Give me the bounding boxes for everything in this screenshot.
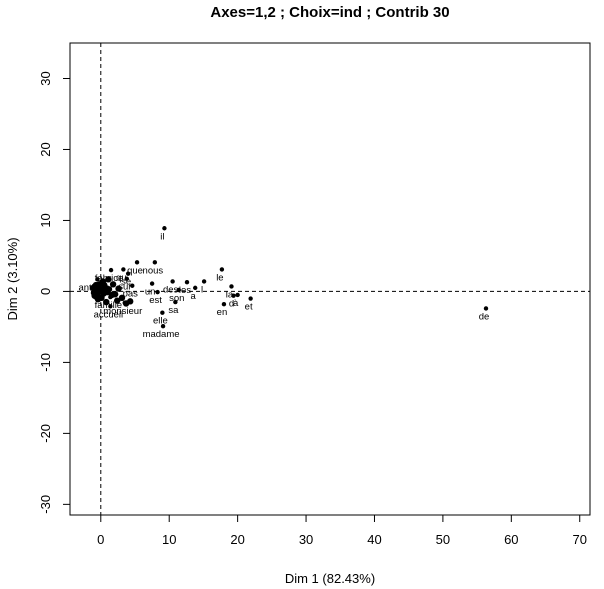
data-point bbox=[162, 226, 167, 231]
point-label: il bbox=[160, 231, 164, 242]
x-axis: 0 10 20 30 40 50 60 70 bbox=[97, 514, 587, 547]
point-label: nous bbox=[143, 265, 164, 276]
data-point bbox=[108, 294, 113, 300]
y-axis: -30 -20 -10 0 10 20 30 bbox=[38, 71, 71, 514]
data-point bbox=[221, 301, 227, 307]
data-point bbox=[149, 281, 155, 286]
point-label: famille bbox=[95, 300, 122, 311]
data-point bbox=[125, 271, 131, 276]
point-label: en bbox=[217, 307, 228, 318]
point-label: pas bbox=[123, 289, 139, 300]
point-label: sa bbox=[168, 305, 179, 316]
data-point bbox=[122, 300, 127, 305]
data-point bbox=[127, 298, 134, 305]
point-label: elle bbox=[153, 316, 168, 327]
point-label: l bbox=[201, 284, 203, 295]
data-point bbox=[103, 298, 110, 306]
data-point bbox=[231, 293, 236, 298]
y-axis-label: Dim 2 (3.10%) bbox=[5, 237, 20, 320]
data-points bbox=[90, 226, 489, 329]
data-point bbox=[109, 281, 117, 288]
point-label: est bbox=[149, 295, 162, 306]
data-point bbox=[170, 279, 175, 284]
y-tick-label: -30 bbox=[38, 495, 53, 514]
point-label: un bbox=[145, 287, 156, 298]
data-point bbox=[111, 291, 119, 298]
data-point bbox=[108, 304, 113, 309]
data-point bbox=[105, 276, 112, 283]
point-label: les bbox=[179, 285, 191, 296]
x-tick-label: 0 bbox=[97, 532, 104, 547]
point-label: et bbox=[245, 302, 253, 313]
data-point bbox=[152, 260, 158, 265]
point-label: sur bbox=[118, 282, 131, 293]
data-point bbox=[115, 285, 122, 292]
data-point bbox=[483, 306, 489, 311]
data-point bbox=[184, 279, 190, 285]
data-point bbox=[90, 284, 97, 292]
x-tick-label: 60 bbox=[504, 532, 518, 547]
data-point bbox=[155, 289, 160, 295]
y-tick-label: 10 bbox=[38, 213, 53, 227]
data-point bbox=[96, 288, 104, 295]
data-point bbox=[124, 276, 129, 281]
y-tick-label: 30 bbox=[38, 71, 53, 85]
point-label: madame bbox=[143, 329, 180, 340]
point-label: son bbox=[169, 293, 184, 304]
chart-title: Axes=1,2 ; Choix=ind ; Contrib 30 bbox=[210, 4, 449, 21]
point-label: la bbox=[226, 289, 234, 300]
data-point bbox=[134, 260, 140, 265]
point-label: accueil bbox=[94, 309, 124, 320]
data-point bbox=[160, 324, 166, 329]
data-point bbox=[219, 267, 225, 272]
data-point bbox=[160, 310, 165, 315]
point-label: des bbox=[163, 284, 179, 295]
data-point bbox=[130, 283, 135, 288]
data-point bbox=[99, 278, 107, 285]
point-label: que bbox=[127, 265, 143, 276]
data-point bbox=[95, 277, 100, 282]
x-axis-label: Dim 1 (82.43%) bbox=[285, 571, 375, 586]
y-tick-label: 20 bbox=[38, 142, 53, 156]
data-point bbox=[105, 286, 113, 293]
data-point bbox=[235, 292, 240, 298]
data-point bbox=[173, 299, 178, 305]
point-label: d bbox=[229, 299, 234, 310]
x-tick-label: 50 bbox=[436, 532, 450, 547]
data-point bbox=[121, 267, 126, 272]
data-point bbox=[114, 297, 121, 304]
data-point bbox=[108, 267, 114, 273]
x-tick-label: 70 bbox=[573, 532, 587, 547]
data-point bbox=[193, 285, 198, 291]
y-tick-label: 0 bbox=[38, 288, 53, 295]
data-point bbox=[201, 279, 207, 284]
data-point bbox=[248, 296, 253, 301]
point-label: anthony bbox=[78, 282, 112, 293]
point-label: se bbox=[121, 277, 131, 288]
x-tick-label: 20 bbox=[230, 532, 244, 547]
y-tick-label: -10 bbox=[38, 353, 53, 372]
point-label: monsieur bbox=[103, 306, 142, 317]
point-label: fabrice bbox=[95, 273, 124, 284]
point-label: qu bbox=[116, 272, 127, 283]
plot-frame bbox=[69, 42, 591, 516]
data-point bbox=[229, 284, 234, 289]
point-label: le bbox=[216, 272, 223, 283]
x-tick-label: 40 bbox=[367, 532, 381, 547]
x-tick-label: 30 bbox=[299, 532, 313, 547]
point-label: a bbox=[191, 291, 197, 302]
data-point bbox=[118, 294, 126, 302]
y-tick-label: -20 bbox=[38, 424, 53, 443]
point-label: à bbox=[233, 298, 239, 309]
point-label: de bbox=[479, 311, 490, 322]
data-point bbox=[176, 287, 181, 293]
data-point bbox=[91, 292, 98, 299]
x-tick-label: 10 bbox=[162, 532, 176, 547]
